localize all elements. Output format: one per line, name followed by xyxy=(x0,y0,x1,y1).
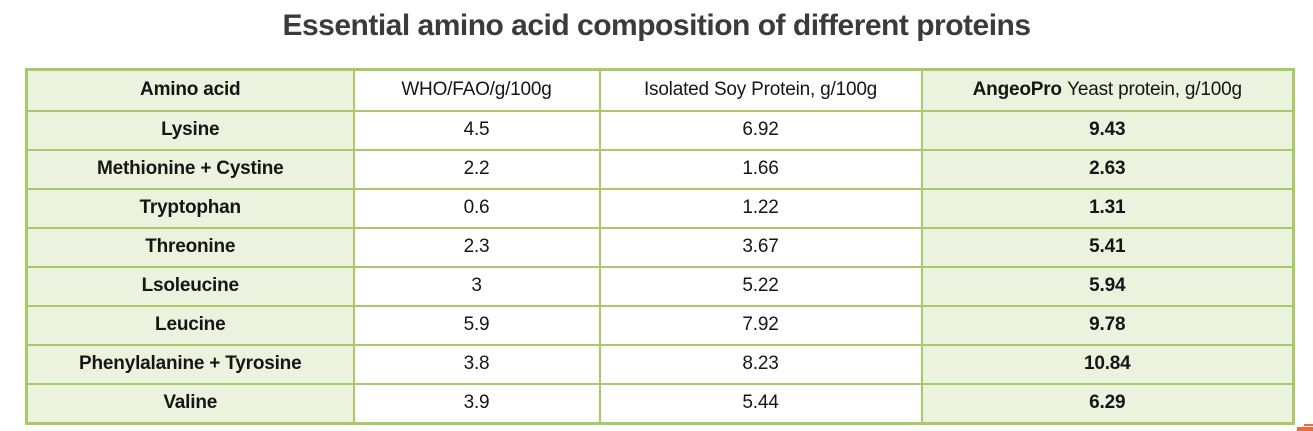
cell-soy-protein: 8.23 xyxy=(598,343,923,385)
cell-amino-acid: Tryptophan xyxy=(25,187,355,229)
cell-amino-acid: Valine xyxy=(25,382,355,425)
cell-angeopro: 6.29 xyxy=(920,382,1295,425)
cell-angeopro: 5.94 xyxy=(920,265,1295,307)
cell-angeopro: 9.43 xyxy=(920,109,1295,151)
amino-acid-table: Amino acid WHO/FAO/g/100g Isolated Soy P… xyxy=(25,68,1295,425)
cell-who-fao: 3.8 xyxy=(352,343,601,385)
cell-angeopro: 2.63 xyxy=(920,148,1295,190)
table-row: Valine 3.9 5.44 6.29 xyxy=(25,382,1295,425)
cell-amino-acid: Leucine xyxy=(25,304,355,346)
cell-who-fao: 0.6 xyxy=(352,187,601,229)
cell-amino-acid: Lsoleucine xyxy=(25,265,355,307)
cell-angeopro: 1.31 xyxy=(920,187,1295,229)
cell-angeopro: 5.41 xyxy=(920,226,1295,268)
angeopro-brand-text: AngeoPro xyxy=(972,79,1062,101)
cell-soy-protein: 3.67 xyxy=(598,226,923,268)
orange-logo-step-top xyxy=(1304,424,1313,426)
cell-soy-protein: 6.92 xyxy=(598,109,923,151)
table-row: Leucine 5.9 7.92 9.78 xyxy=(25,304,1295,346)
table-row: Lysine 4.5 6.92 9.43 xyxy=(25,109,1295,151)
cell-who-fao: 2.2 xyxy=(352,148,601,190)
cell-soy-protein: 5.22 xyxy=(598,265,923,307)
column-header-amino-acid: Amino acid xyxy=(25,68,355,112)
cell-amino-acid: Lysine xyxy=(25,109,355,151)
cell-amino-acid: Methionine + Cystine xyxy=(25,148,355,190)
cell-who-fao: 2.3 xyxy=(352,226,601,268)
page-title: Essential amino acid composition of diff… xyxy=(282,9,1031,42)
table-row: Tryptophan 0.6 1.22 1.31 xyxy=(25,187,1295,229)
orange-logo-fragment-icon xyxy=(1295,422,1313,431)
table-row: Threonine 2.3 3.67 5.41 xyxy=(25,226,1295,268)
table-row: Lsoleucine 3 5.22 5.94 xyxy=(25,265,1295,307)
cell-soy-protein: 7.92 xyxy=(598,304,923,346)
cell-amino-acid: Phenylalanine + Tyrosine xyxy=(25,343,355,385)
cell-who-fao: 3 xyxy=(352,265,601,307)
cell-soy-protein: 5.44 xyxy=(598,382,923,425)
table-header-row: Amino acid WHO/FAO/g/100g Isolated Soy P… xyxy=(25,68,1295,112)
cell-angeopro: 10.84 xyxy=(920,343,1295,385)
cell-who-fao: 5.9 xyxy=(352,304,601,346)
table-row: Methionine + Cystine 2.2 1.66 2.63 xyxy=(25,148,1295,190)
cell-soy-protein: 1.66 xyxy=(598,148,923,190)
cell-who-fao: 3.9 xyxy=(352,382,601,425)
cell-who-fao: 4.5 xyxy=(352,109,601,151)
column-header-soy-protein: Isolated Soy Protein, g/100g xyxy=(598,68,923,112)
angeopro-unit-text: Yeast protein, g/100g xyxy=(1067,79,1242,101)
column-header-angeopro: AngeoPro Yeast protein, g/100g xyxy=(920,68,1295,112)
orange-logo-step-bottom xyxy=(1297,427,1313,431)
cell-angeopro: 9.78 xyxy=(920,304,1295,346)
cell-soy-protein: 1.22 xyxy=(598,187,923,229)
column-header-who-fao: WHO/FAO/g/100g xyxy=(352,68,601,112)
table-row: Phenylalanine + Tyrosine 3.8 8.23 10.84 xyxy=(25,343,1295,385)
cell-amino-acid: Threonine xyxy=(25,226,355,268)
